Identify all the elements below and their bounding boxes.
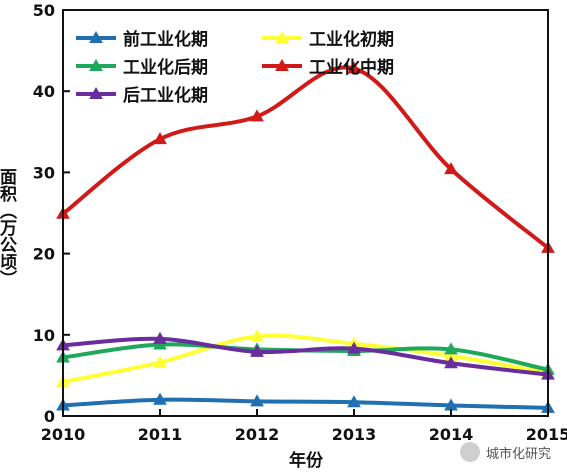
y-tick-label: 0 (44, 407, 55, 426)
y-tick-label: 50 (33, 1, 55, 20)
legend-item: 工业化后期 (76, 57, 208, 78)
data-point-marker (444, 356, 458, 369)
x-tick-label: 2013 (332, 425, 377, 444)
watermark: 城市化研究 (459, 442, 551, 462)
legend-item: 后工业化期 (76, 85, 208, 106)
x-tick-label: 2015 (526, 425, 567, 444)
legend-label: 前工业化期 (123, 29, 208, 50)
data-point-marker (250, 109, 264, 122)
series-1 (56, 392, 555, 413)
x-tick-label: 2010 (41, 425, 86, 444)
plot-frame (62, 9, 549, 417)
y-tick-label: 20 (33, 245, 55, 264)
legend-marker (275, 30, 289, 43)
data-point-marker (250, 329, 264, 342)
y-tick-label: 30 (33, 163, 55, 182)
legend-item: 工业化中期 (262, 57, 394, 78)
data-point-marker (444, 342, 458, 355)
y-tick-label: 10 (33, 326, 55, 345)
data-point-marker (347, 61, 361, 74)
legend-marker (89, 30, 103, 43)
legend-label: 后工业化期 (123, 85, 208, 106)
data-point-marker (153, 355, 167, 368)
x-tick-label: 2014 (429, 425, 474, 444)
y-tick-label: 40 (33, 82, 55, 101)
legend-label: 工业化中期 (309, 57, 394, 78)
y-axis-title: 面积（万公顷） (0, 168, 18, 287)
data-point-marker (153, 331, 167, 344)
series-line (62, 336, 549, 377)
data-point-marker (250, 344, 264, 357)
data-point-marker (347, 395, 361, 408)
legend-label: 工业化初期 (309, 29, 394, 50)
series-line (61, 65, 550, 250)
data-point-marker (444, 162, 458, 175)
legend-item: 工业化初期 (262, 29, 394, 50)
axes: 0 10 20 30 40 50 2010 2011 2012 2013 2014 2015 (33, 1, 567, 444)
series-line (62, 333, 549, 384)
data-point-marker (153, 392, 167, 405)
legend-label: 工业化后期 (123, 57, 208, 78)
legend-marker (89, 86, 103, 99)
data-point-marker (153, 132, 167, 145)
series-line (62, 397, 549, 410)
x-axis-title: 年份 (289, 450, 324, 471)
legend-marker (275, 58, 289, 71)
watermark-text: 城市化研究 (485, 446, 551, 462)
data-point-marker (250, 394, 264, 407)
wechat-icon (459, 442, 480, 462)
x-tick-label: 2011 (138, 425, 183, 444)
legend-marker (89, 58, 103, 71)
series-group (56, 61, 555, 413)
legend-item: 前工业化期 (76, 29, 208, 50)
data-point-marker (347, 341, 361, 354)
x-tick-label: 2012 (235, 425, 280, 444)
series-5 (56, 331, 555, 380)
